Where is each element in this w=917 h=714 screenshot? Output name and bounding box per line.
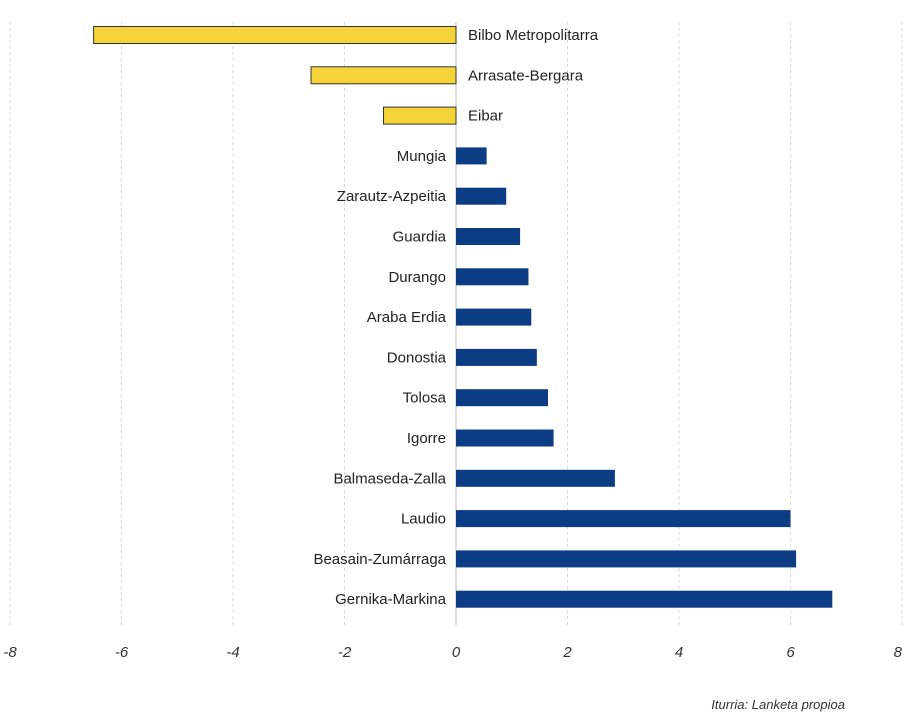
bars (93, 26, 833, 608)
x-tick-label: 4 (675, 644, 683, 661)
bar-donostia (456, 348, 537, 366)
category-label: Laudio (401, 511, 446, 528)
x-tick-label: -2 (338, 644, 352, 661)
bar-beasain-zum-rraga (456, 550, 797, 568)
bar-bilbo-metropolitarra (93, 26, 457, 44)
bar-laudio (456, 510, 791, 528)
bar-durango (456, 268, 529, 286)
x-axis-ticks: -8 -6 -4 -2 0 2 4 6 8 (3, 644, 902, 661)
category-labels: Bilbo Metropolitarra Arrasate-Bergara Eiba… (313, 27, 598, 608)
category-label: Beasain-Zumárraga (313, 551, 446, 568)
category-label: Eibar (468, 108, 503, 125)
bar-zarautz-azpeitia (456, 187, 507, 205)
category-label: Araba Erdia (367, 309, 447, 326)
x-tick-label: -6 (115, 644, 129, 661)
category-label: Balmaseda-Zalla (333, 470, 446, 487)
source-note: Iturria: Lanketa propioa (711, 697, 845, 712)
bar-arrasate-bergara (310, 66, 457, 85)
bar-tolosa (456, 389, 548, 407)
x-tick-label: -8 (3, 644, 17, 661)
bar-chart: Bilbo Metropolitarra Arrasate-Bergara Eiba… (3, 22, 903, 661)
bar-guardia (456, 228, 521, 245)
x-tick-label: -4 (226, 644, 239, 661)
bar-mungia (456, 147, 487, 165)
bar-balmaseda-zalla (456, 469, 615, 487)
x-tick-label: 0 (452, 644, 461, 661)
bar-araba-erdia (456, 308, 532, 326)
x-tick-label: 6 (786, 644, 795, 661)
category-label: Igorre (407, 430, 446, 447)
bar-igorre (456, 429, 554, 447)
category-label: Bilbo Metropolitarra (468, 27, 599, 44)
x-tick-label: 8 (894, 644, 903, 661)
category-label: Mungia (397, 148, 447, 165)
category-label: Durango (388, 269, 446, 286)
bar-gernika-markina (456, 590, 833, 608)
bar-eibar (383, 106, 457, 125)
category-label: Gernika-Markina (335, 591, 447, 608)
category-label: Guardia (393, 229, 447, 246)
x-tick-label: 2 (562, 644, 572, 661)
category-label: Donostia (387, 349, 447, 366)
category-label: Zarautz-Azpeitia (337, 188, 447, 205)
category-label: Arrasate-Bergara (468, 67, 584, 84)
category-label: Tolosa (403, 390, 447, 407)
